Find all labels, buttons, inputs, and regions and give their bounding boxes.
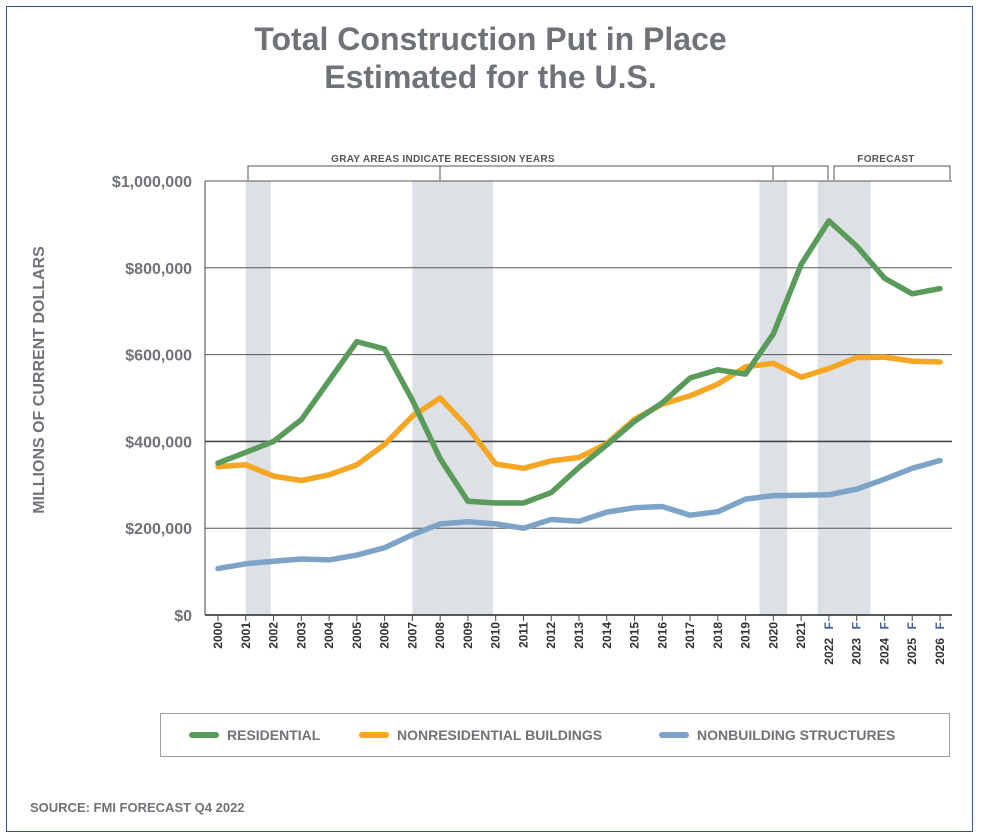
x-tick-label-2015: 2015 [628,622,642,649]
chart-title-line-2: Estimated for the U.S. [324,59,657,95]
legend-swatch-residential [189,732,219,738]
x-tick-label-2005: 2005 [350,622,364,649]
x-forecast-flag-2022: F [822,622,836,629]
x-forecast-flag-2026: F [933,622,947,629]
x-tick-label-2020: 2020 [766,622,780,649]
legend: RESIDENTIAL NONRESIDENTIAL BUILDINGS NON… [160,713,950,757]
x-tick-label-2013: 2013 [572,622,586,649]
source-note: SOURCE: FMI FORECAST Q4 2022 [30,800,245,815]
x-tick-label-2023: 2023 [850,638,864,665]
y-tick-label-2: $400,000 [125,434,192,451]
y-tick-label-5: $1,000,000 [112,174,192,191]
x-tick-label-2016: 2016 [655,622,669,649]
forecast-bracket [833,165,951,180]
y-tick-label-1: $200,000 [125,521,192,538]
x-forecast-flag-2024: F [877,622,891,629]
x-tick-label-2002: 2002 [267,622,281,649]
x-tick-label-2025: 2025 [905,638,919,665]
recession-band-0 [245,181,271,615]
legend-label-nonresidential: NONRESIDENTIAL BUILDINGS [397,727,603,743]
x-tick-label-2004: 2004 [322,622,336,649]
x-tick-label-2019: 2019 [739,622,753,649]
recession-band-3 [817,181,871,615]
recession-band-2 [759,181,788,615]
x-tick-label-2001: 2001 [239,622,253,649]
x-tick-label-2009: 2009 [461,622,475,649]
y-axis-title: MILLIONS OF CURRENT DOLLARS [31,246,48,514]
chart-frame [6,6,973,832]
x-tick-label-2007: 2007 [405,622,419,649]
x-tick-label-2018: 2018 [711,622,725,649]
x-tick-label-2003: 2003 [294,622,308,649]
y-tick-label-3: $600,000 [125,348,192,365]
x-tick-label-2011: 2011 [516,622,530,648]
x-tick-label-2000: 2000 [211,622,225,649]
legend-item-residential: RESIDENTIAL [189,727,320,743]
legend-swatch-nonresidential [359,732,389,738]
x-tick-label-2006: 2006 [378,622,392,649]
legend-item-nonresidential: NONRESIDENTIAL BUILDINGS [359,727,602,743]
x-tick-label-2024: 2024 [877,638,891,665]
x-tick-label-2012: 2012 [544,622,558,649]
x-tick-label-2017: 2017 [683,622,697,649]
forecast-note: FORECAST [857,154,914,165]
legend-label-residential: RESIDENTIAL [227,727,321,743]
x-tick-label-2026: 2026 [933,638,947,665]
x-tick-label-2021: 2021 [794,622,808,649]
y-tick-label-4: $800,000 [125,261,192,278]
x-tick-label-2014: 2014 [600,622,614,649]
recession-note: GRAY AREAS INDICATE RECESSION YEARS [331,154,555,165]
legend-label-nonbuilding: NONBUILDING STRUCTURES [697,727,896,743]
x-forecast-flag-2023: F [850,622,864,629]
y-tick-label-0: $0 [174,608,192,625]
chart-title-line-1: Total Construction Put in Place [254,21,727,57]
recession-band-1 [412,181,493,615]
x-tick-label-2008: 2008 [433,622,447,649]
x-tick-label-2010: 2010 [489,622,503,649]
legend-item-nonbuilding: NONBUILDING STRUCTURES [659,727,895,743]
recession-bracket [247,165,829,180]
x-forecast-flag-2025: F [905,622,919,629]
x-tick-label-2022: 2022 [822,638,836,665]
legend-swatch-nonbuilding [659,732,689,738]
